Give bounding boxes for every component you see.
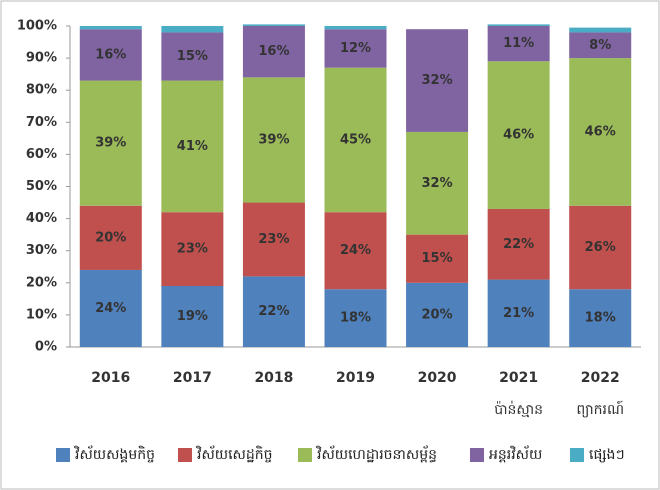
data-label: 18% — [585, 311, 616, 326]
bar-segment — [406, 131, 469, 235]
x-tick-note: ប៉ាន់ស្មាន — [494, 400, 543, 418]
y-tick-label: 80% — [26, 83, 57, 98]
bar-segment — [79, 205, 142, 270]
x-tick-label: 2021 — [499, 370, 538, 386]
bar-segment — [79, 269, 142, 347]
bar-segment — [242, 276, 305, 347]
bar-segment — [487, 279, 550, 347]
bar-segment — [569, 58, 632, 206]
bar-segment — [79, 26, 142, 30]
bar-segment — [569, 205, 632, 290]
bar-segment — [161, 212, 224, 287]
data-label: 24% — [340, 243, 371, 258]
bar-segment — [324, 212, 387, 290]
bar-segment — [406, 29, 469, 132]
bar-segment — [487, 24, 550, 26]
legend-swatch — [178, 448, 192, 462]
legend-label: អន្តរវិស័យ — [489, 445, 542, 463]
data-label: 23% — [258, 232, 289, 247]
bar-segment — [569, 27, 632, 33]
data-label: 8% — [589, 38, 611, 53]
data-label: 22% — [258, 304, 289, 319]
bar-segment — [406, 234, 469, 283]
bar-segment — [242, 202, 305, 277]
bar-segment — [406, 282, 469, 347]
data-label: 18% — [340, 311, 371, 326]
y-tick-label: 70% — [26, 115, 57, 130]
legend-label: ផ្សេងៗ — [589, 447, 625, 463]
bar-segment — [79, 29, 142, 81]
data-label: 41% — [177, 139, 208, 154]
bar-segment — [324, 26, 387, 30]
y-tick-label: 60% — [26, 147, 57, 162]
x-tick-label: 2017 — [173, 370, 212, 386]
x-tick-label: 2018 — [254, 370, 293, 386]
y-tick-label: 10% — [26, 307, 57, 322]
data-label: 22% — [503, 237, 534, 252]
data-label: 15% — [422, 251, 453, 266]
bar-segment — [487, 208, 550, 280]
bar-segment — [324, 67, 387, 213]
bar-segment — [324, 289, 387, 347]
data-label: 24% — [95, 301, 126, 316]
bar-segment — [79, 80, 142, 206]
legend-swatch — [56, 448, 70, 462]
y-tick-label: 0% — [35, 340, 57, 355]
data-label: 12% — [340, 41, 371, 56]
x-tick-label: 2022 — [581, 370, 620, 386]
data-label: 21% — [503, 306, 534, 321]
y-tick-label: 100% — [17, 19, 57, 34]
data-label: 11% — [503, 36, 534, 51]
legend-swatch — [470, 448, 484, 462]
data-label: 19% — [177, 309, 208, 324]
data-label: 45% — [340, 132, 371, 147]
y-tick-label: 50% — [26, 179, 57, 194]
data-label: 32% — [422, 73, 453, 88]
y-tick-label: 40% — [26, 211, 57, 226]
data-label: 20% — [422, 307, 453, 322]
data-label: 46% — [585, 124, 616, 139]
bar-segment — [242, 24, 305, 26]
legend-swatch — [570, 448, 584, 462]
data-label: 16% — [258, 44, 289, 59]
data-label: 39% — [95, 136, 126, 151]
data-label: 26% — [585, 240, 616, 255]
x-tick-label: 2016 — [91, 370, 130, 386]
legend-label: វិស័យសង្គមកិច្ច — [73, 445, 155, 463]
bar-segment — [161, 80, 224, 213]
bar-segment — [487, 26, 550, 62]
bar-segment — [161, 286, 224, 347]
bar-segment — [324, 29, 387, 68]
data-label: 16% — [95, 47, 126, 62]
legend-swatch — [298, 448, 312, 462]
x-tick-label: 2019 — [336, 370, 375, 386]
data-label: 15% — [177, 49, 208, 64]
bar-segment — [569, 32, 632, 59]
bar-segment — [161, 26, 224, 33]
data-label: 23% — [177, 242, 208, 257]
bar-segment — [569, 289, 632, 347]
legend-label: វិស័យសេដ្ឋកិច្ច — [195, 445, 272, 463]
data-label: 46% — [503, 128, 534, 143]
y-tick-label: 20% — [26, 275, 57, 290]
x-tick-label: 2020 — [418, 370, 457, 386]
bar-segment — [487, 61, 550, 209]
legend-label: វិស័យហេដ្ឋារចនាសម្ព័ន្ធ — [315, 445, 437, 463]
data-label: 39% — [258, 132, 289, 147]
bar-segment — [161, 32, 224, 81]
x-tick-note: ព្យាករណ៍ — [576, 400, 624, 418]
y-tick-label: 90% — [26, 51, 57, 66]
bar-segment — [242, 26, 305, 78]
data-label: 32% — [422, 176, 453, 191]
data-label: 20% — [95, 230, 126, 245]
y-tick-label: 30% — [26, 243, 57, 258]
bar-segment — [242, 77, 305, 203]
